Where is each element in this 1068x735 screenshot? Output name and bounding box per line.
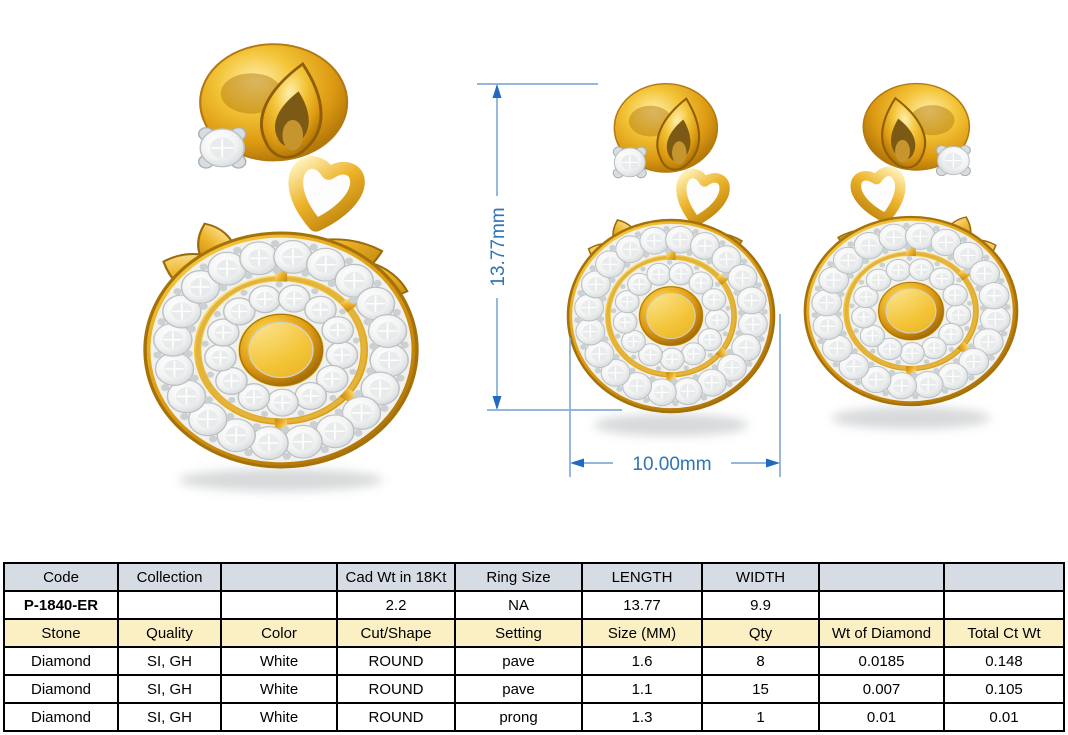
product-blank-2 [818, 590, 945, 620]
earring-render-side-right [803, 82, 1019, 429]
height-dimension-label: 13.77mm [488, 207, 509, 286]
stone-header-total: Total Ct Wt [943, 618, 1065, 648]
product-ring-size: NA [454, 590, 583, 620]
cell: ROUND [336, 674, 456, 704]
cell: Diamond [3, 702, 119, 732]
stone-header-cut: Cut/Shape [336, 618, 456, 648]
header-cad-wt: Cad Wt in 18Kt [336, 562, 456, 592]
cell: White [220, 674, 338, 704]
product-row: P-1840-ER 2.2 NA 13.77 9.9 [3, 590, 1065, 620]
header-blank-3 [943, 562, 1065, 592]
product-blank-3 [943, 590, 1065, 620]
header-blank-1 [220, 562, 338, 592]
cell: 1.1 [581, 674, 703, 704]
header-blank-2 [818, 562, 945, 592]
cell: White [220, 702, 338, 732]
product-length: 13.77 [581, 590, 703, 620]
table-header-row: Code Collection Cad Wt in 18Kt Ring Size… [3, 562, 1065, 592]
spec-table: Code Collection Cad Wt in 18Kt Ring Size… [3, 562, 1065, 732]
stone-header-quality: Quality [117, 618, 222, 648]
cell: 0.105 [943, 674, 1065, 704]
cell: 0.01 [818, 702, 945, 732]
earring-renders-layer [143, 43, 1019, 491]
height-dim-label-bg [485, 196, 509, 298]
cell: 1.6 [581, 646, 703, 676]
header-length: LENGTH [581, 562, 703, 592]
height-dim-arrow-down [492, 396, 502, 410]
cell: White [220, 646, 338, 676]
height-dim-arrow-up [492, 84, 502, 98]
cell: SI, GH [117, 702, 222, 732]
cell: 1 [701, 702, 820, 732]
stone-header-row: Stone Quality Color Cut/Shape Setting Si… [3, 618, 1065, 648]
cell: 0.0185 [818, 646, 945, 676]
stone-header-qty: Qty [701, 618, 820, 648]
cell: 0.01 [943, 702, 1065, 732]
cell: Diamond [3, 674, 119, 704]
stone-header-setting: Setting [454, 618, 583, 648]
product-code: P-1840-ER [3, 590, 119, 620]
stone-row: Diamond SI, GH White ROUND pave 1.6 8 0.… [3, 646, 1065, 676]
cell: 15 [701, 674, 820, 704]
product-cad-wt: 2.2 [336, 590, 456, 620]
header-ring-size: Ring Size [454, 562, 583, 592]
width-dim-arrow-right [766, 458, 780, 468]
stone-header-stone: Stone [3, 618, 119, 648]
stone-header-color: Color [220, 618, 338, 648]
cell: prong [454, 702, 583, 732]
width-dim-arrow-left [570, 458, 584, 468]
stone-row: Diamond SI, GH White ROUND pave 1.1 15 0… [3, 674, 1065, 704]
width-dimension: 10.00mm [569, 314, 781, 477]
cell: pave [454, 646, 583, 676]
header-code: Code [3, 562, 119, 592]
product-collection [117, 590, 222, 620]
stone-header-size: Size (MM) [581, 618, 703, 648]
cell: SI, GH [117, 646, 222, 676]
stone-header-wt: Wt of Diamond [818, 618, 945, 648]
cell: pave [454, 674, 583, 704]
cell: ROUND [336, 646, 456, 676]
height-dimension: 13.77mm [477, 83, 622, 411]
cell: 0.007 [818, 674, 945, 704]
earring-render-side-left [566, 82, 776, 436]
cell: 8 [701, 646, 820, 676]
width-dim-label-bg [613, 450, 731, 475]
cell: SI, GH [117, 674, 222, 704]
width-dimension-label: 10.00mm [632, 454, 711, 475]
earring-render-front [143, 43, 419, 491]
cell: Diamond [3, 646, 119, 676]
cell: ROUND [336, 702, 456, 732]
header-collection: Collection [117, 562, 222, 592]
product-width: 9.9 [701, 590, 820, 620]
product-blank-1 [220, 590, 338, 620]
header-width: WIDTH [701, 562, 820, 592]
stone-row: Diamond SI, GH White ROUND prong 1.3 1 0… [3, 702, 1065, 732]
cell: 0.148 [943, 646, 1065, 676]
product-renders: 13.77mm 10.00mm [143, 43, 1019, 491]
cell: 1.3 [581, 702, 703, 732]
